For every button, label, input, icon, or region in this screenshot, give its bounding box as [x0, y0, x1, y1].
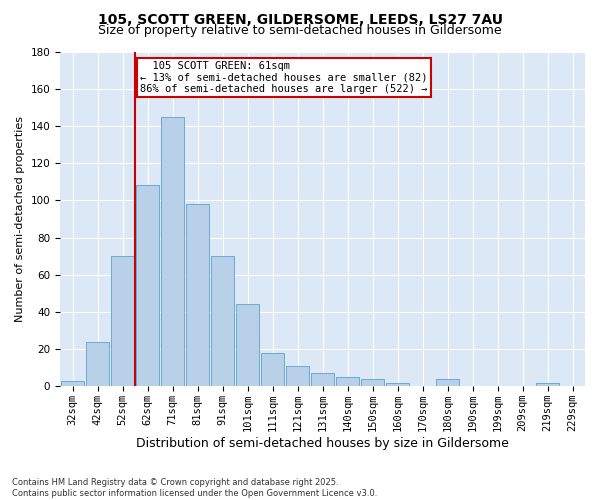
- Bar: [61, 380, 84, 386]
- Bar: [361, 379, 384, 386]
- Text: Contains HM Land Registry data © Crown copyright and database right 2025.
Contai: Contains HM Land Registry data © Crown c…: [12, 478, 377, 498]
- Bar: [211, 256, 234, 386]
- Bar: [236, 304, 259, 386]
- Text: 105 SCOTT GREEN: 61sqm
← 13% of semi-detached houses are smaller (82)
86% of sem: 105 SCOTT GREEN: 61sqm ← 13% of semi-det…: [140, 61, 428, 94]
- Bar: [336, 377, 359, 386]
- Bar: [161, 116, 184, 386]
- Bar: [136, 186, 159, 386]
- Bar: [111, 256, 134, 386]
- Bar: [436, 379, 459, 386]
- Bar: [261, 353, 284, 386]
- Bar: [536, 382, 559, 386]
- Text: Size of property relative to semi-detached houses in Gildersome: Size of property relative to semi-detach…: [98, 24, 502, 37]
- Bar: [86, 342, 109, 386]
- Bar: [311, 374, 334, 386]
- Bar: [386, 382, 409, 386]
- Text: 105, SCOTT GREEN, GILDERSOME, LEEDS, LS27 7AU: 105, SCOTT GREEN, GILDERSOME, LEEDS, LS2…: [97, 12, 503, 26]
- Bar: [286, 366, 309, 386]
- Bar: [186, 204, 209, 386]
- Y-axis label: Number of semi-detached properties: Number of semi-detached properties: [15, 116, 25, 322]
- X-axis label: Distribution of semi-detached houses by size in Gildersome: Distribution of semi-detached houses by …: [136, 437, 509, 450]
